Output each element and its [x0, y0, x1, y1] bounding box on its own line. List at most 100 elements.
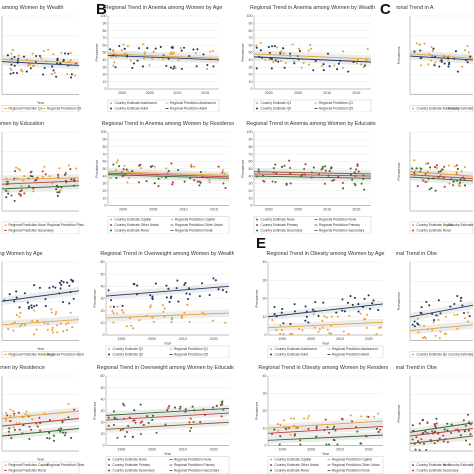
data-point	[340, 417, 343, 420]
data-point	[53, 71, 56, 74]
data-point	[139, 403, 142, 406]
data-point	[112, 305, 116, 308]
data-point	[68, 284, 71, 287]
x-tick-label: 2010	[323, 91, 331, 95]
data-point	[365, 59, 368, 62]
data-point	[326, 426, 329, 429]
y-axis-label: Prevalence	[397, 163, 401, 181]
data-point	[122, 402, 125, 405]
data-point	[171, 53, 174, 56]
data-point	[7, 192, 10, 195]
data-point	[70, 436, 73, 440]
data-point	[452, 180, 455, 183]
data-point	[10, 437, 13, 440]
data-point	[9, 419, 12, 422]
data-point	[110, 299, 113, 302]
data-point	[360, 442, 363, 445]
data-point	[293, 433, 296, 436]
legend-label: Country Estimate Q5	[261, 107, 292, 111]
data-point	[29, 174, 32, 178]
chart-title: weight among Women by Residence	[0, 365, 45, 371]
data-point	[341, 309, 344, 312]
data-point	[67, 321, 70, 324]
data-point	[416, 322, 419, 325]
data-point	[132, 62, 135, 65]
data-point	[176, 279, 179, 282]
legend-box	[267, 456, 384, 474]
y-tick-label: 20	[103, 73, 107, 77]
data-point	[6, 54, 9, 57]
legend-box	[1, 221, 80, 234]
data-point	[170, 162, 173, 165]
data-point	[328, 170, 331, 173]
data-point	[67, 403, 70, 406]
data-point	[114, 169, 118, 172]
data-point	[289, 182, 292, 185]
data-point	[411, 438, 414, 441]
data-point	[273, 428, 276, 431]
chart-panel: Regional Trend in Anemia among Women by …	[0, 0, 84, 112]
data-point	[153, 182, 156, 185]
data-point	[437, 170, 440, 173]
data-point	[289, 166, 292, 170]
data-point	[322, 301, 325, 304]
data-point	[453, 165, 456, 168]
data-point	[64, 172, 67, 175]
data-point	[447, 164, 450, 167]
legend-label: Country Estimate Other Urban	[448, 223, 474, 227]
data-point	[288, 426, 291, 430]
legend-box	[409, 461, 474, 474]
data-point	[69, 59, 72, 62]
data-point	[150, 165, 153, 168]
data-point	[43, 66, 46, 70]
data-point	[112, 423, 116, 426]
data-point	[467, 311, 470, 314]
trend-line	[267, 425, 384, 434]
data-point	[313, 326, 316, 329]
data-point	[27, 64, 30, 67]
data-point	[427, 162, 430, 165]
data-point	[119, 429, 122, 432]
legend-label: Regional Prediction Adolescent	[9, 353, 55, 357]
data-point	[23, 323, 26, 327]
legend-marker	[108, 353, 110, 356]
data-point	[280, 50, 283, 53]
data-point	[433, 423, 436, 426]
data-point	[293, 310, 297, 313]
data-point	[463, 184, 467, 187]
x-tick-label: 2000	[148, 448, 156, 452]
data-point	[199, 170, 202, 174]
chart-svg: Regional Trend in Anemia among Women by …	[95, 121, 234, 234]
data-point	[44, 173, 47, 176]
chart-title: Regional Trend in Anemia among Women by …	[246, 121, 376, 127]
data-point	[172, 51, 175, 54]
data-point	[118, 44, 121, 48]
chart-svg: Overweight among Women by AgeYearRegiona…	[0, 251, 84, 358]
data-point	[224, 321, 227, 324]
data-point	[13, 300, 16, 303]
data-point	[199, 181, 202, 184]
data-point	[32, 333, 36, 336]
data-point	[32, 309, 35, 312]
data-point	[69, 76, 73, 79]
data-point	[133, 283, 136, 286]
data-point	[42, 73, 45, 76]
data-point	[418, 448, 421, 452]
data-point	[145, 180, 148, 183]
data-point	[142, 423, 145, 426]
data-point	[71, 326, 74, 329]
trend-line	[107, 174, 230, 179]
data-point	[171, 183, 174, 186]
data-point	[112, 312, 115, 315]
data-point	[356, 58, 359, 61]
legend-label: Country Estimate Secondary	[113, 469, 155, 473]
data-point	[255, 44, 258, 47]
y-tick-label: 60	[101, 374, 105, 378]
data-point	[66, 72, 69, 76]
legend-label: Regional Prediction Primary	[319, 223, 360, 227]
data-point	[430, 59, 433, 62]
data-point	[151, 414, 155, 417]
data-point	[33, 284, 36, 287]
data-point	[165, 64, 168, 67]
data-point	[50, 311, 53, 314]
